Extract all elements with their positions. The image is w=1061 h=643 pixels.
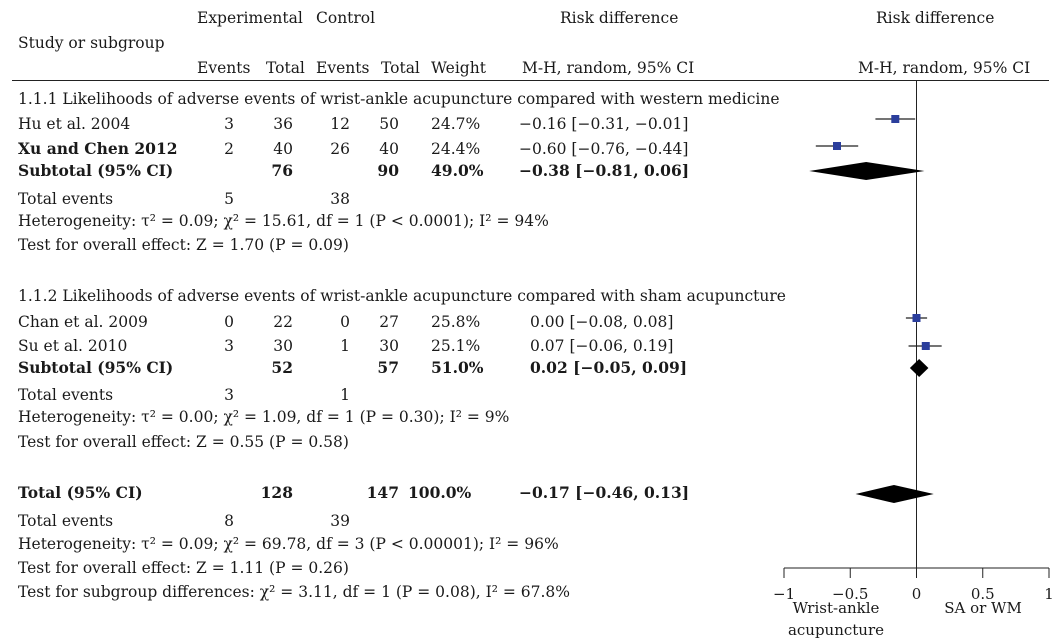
ctrl-events: 26 [330, 140, 350, 158]
weight-value: 24.7% [431, 115, 481, 133]
total-ci-text: −0.17 [−0.46, 0.13] [519, 483, 690, 502]
total-events-exp: 3 [224, 386, 234, 404]
ci-text: −0.16 [−0.31, −0.01] [519, 115, 689, 133]
study-name: Su et al. 2010 [18, 337, 128, 355]
pooled-diamond [809, 162, 925, 180]
ctrl-total: 30 [379, 337, 399, 355]
total-events-label: Total events [18, 512, 114, 530]
study-name: Hu et al. 2004 [18, 115, 131, 133]
ci-text: 0.07 [−0.06, 0.19] [530, 337, 674, 355]
ctrl-events: 1 [340, 337, 350, 355]
study-name: Chan et al. 2009 [18, 313, 148, 331]
ci-text: −0.60 [−0.76, −0.44] [519, 140, 689, 158]
total-weight: 100.0% [408, 483, 472, 502]
pooled-diamond [855, 485, 934, 503]
pooled-diamond [909, 359, 929, 377]
subtotal-ctrl-total: 90 [377, 161, 399, 180]
subgroup-1-title: 1.1.1 Likelihoods of adverse events of w… [18, 90, 780, 108]
exp-events: 0 [224, 313, 234, 331]
events-header-control: Events [316, 59, 370, 77]
x-tick-label: 0 [912, 585, 922, 603]
total-label: Total (95% CI) [18, 483, 143, 502]
subtotal-exp-total: 76 [271, 161, 293, 180]
ctrl-total: 50 [379, 115, 399, 133]
overall-effect-text: Test for overall effect: Z = 1.70 (P = 0… [18, 236, 349, 254]
favours-left-label-line2: acupuncture [788, 621, 884, 639]
x-tick-label: −0.5 [832, 585, 868, 603]
exp-total: 30 [273, 337, 293, 355]
exp-events: 2 [224, 140, 234, 158]
total-events-ctrl: 1 [340, 386, 350, 404]
subtotal-label: Subtotal (95% CI) [18, 161, 174, 180]
subtotal-exp-total: 52 [271, 358, 293, 377]
subtotal-ci-text: 0.02 [−0.05, 0.09] [530, 358, 688, 377]
weight-header: Weight [431, 59, 486, 77]
header-divider [12, 80, 1049, 81]
total-events-ctrl: 38 [330, 190, 350, 208]
ctrl-total: 27 [379, 313, 399, 331]
study-marker [921, 342, 930, 350]
exp-events: 3 [224, 337, 234, 355]
study-name: Xu and Chen 2012 [18, 139, 178, 158]
subgroup-differences-text: Test for subgroup differences: χ² = 3.11… [18, 583, 571, 601]
x-tick-label: 0.5 [971, 585, 995, 603]
total-events-exp: 8 [224, 512, 234, 530]
total-events-label: Total events [18, 190, 114, 208]
favours-right-label: SA or WM [944, 599, 1022, 617]
subtotal-ctrl-total: 57 [377, 358, 399, 377]
risk-difference-header: Risk difference [560, 9, 679, 27]
experimental-header: Experimental [197, 9, 303, 27]
study-or-subgroup-header: Study or subgroup [18, 34, 165, 52]
method-header: M-H, random, 95% CI [522, 59, 695, 77]
exp-events: 3 [224, 115, 234, 133]
favours-left-label: Wrist-ankle [793, 599, 880, 617]
heterogeneity-text: Heterogeneity: τ² = 0.00; χ² = 1.09, df … [18, 408, 510, 426]
ci-text: 0.00 [−0.08, 0.08] [530, 313, 674, 331]
exp-total: 40 [273, 140, 293, 158]
total-events-ctrl: 39 [330, 512, 350, 530]
method-plot-header: M-H, random, 95% CI [858, 59, 1031, 77]
x-tick-label: 1 [1044, 585, 1054, 603]
control-header: Control [316, 9, 376, 27]
total-header: Total [266, 59, 305, 77]
study-marker [891, 115, 900, 123]
x-tick-label: −1 [773, 585, 795, 603]
total-header-control: Total [381, 59, 420, 77]
total-events-exp: 5 [224, 190, 234, 208]
study-marker [912, 314, 921, 322]
ctrl-events: 12 [330, 115, 350, 133]
heterogeneity-text: Heterogeneity: τ² = 0.09; χ² = 15.61, df… [18, 212, 549, 230]
weight-value: 24.4% [431, 140, 481, 158]
ctrl-events: 0 [340, 313, 350, 331]
total-exp-total: 128 [260, 483, 293, 502]
weight-value: 25.8% [431, 313, 481, 331]
risk-difference-plot-header: Risk difference [876, 9, 995, 27]
weight-value: 25.1% [431, 337, 481, 355]
total-events-label: Total events [18, 386, 114, 404]
exp-total: 36 [273, 115, 293, 133]
ctrl-total: 40 [379, 140, 399, 158]
total-ctrl-total: 147 [366, 483, 399, 502]
overall-effect-text: Test for overall effect: Z = 0.55 (P = 0… [18, 433, 349, 451]
study-marker [833, 142, 841, 150]
subtotal-label: Subtotal (95% CI) [18, 358, 174, 377]
overall-effect-text: Test for overall effect: Z = 1.11 (P = 0… [18, 559, 349, 577]
heterogeneity-text: Heterogeneity: τ² = 0.09; χ² = 69.78, df… [18, 535, 559, 553]
exp-total: 22 [273, 313, 293, 331]
events-header: Events [197, 59, 251, 77]
subgroup-2-title: 1.1.2 Likelihoods of adverse events of w… [18, 287, 786, 305]
subtotal-weight: 49.0% [431, 161, 484, 180]
subtotal-weight: 51.0% [431, 358, 484, 377]
subtotal-ci-text: −0.38 [−0.81, 0.06] [519, 161, 690, 180]
